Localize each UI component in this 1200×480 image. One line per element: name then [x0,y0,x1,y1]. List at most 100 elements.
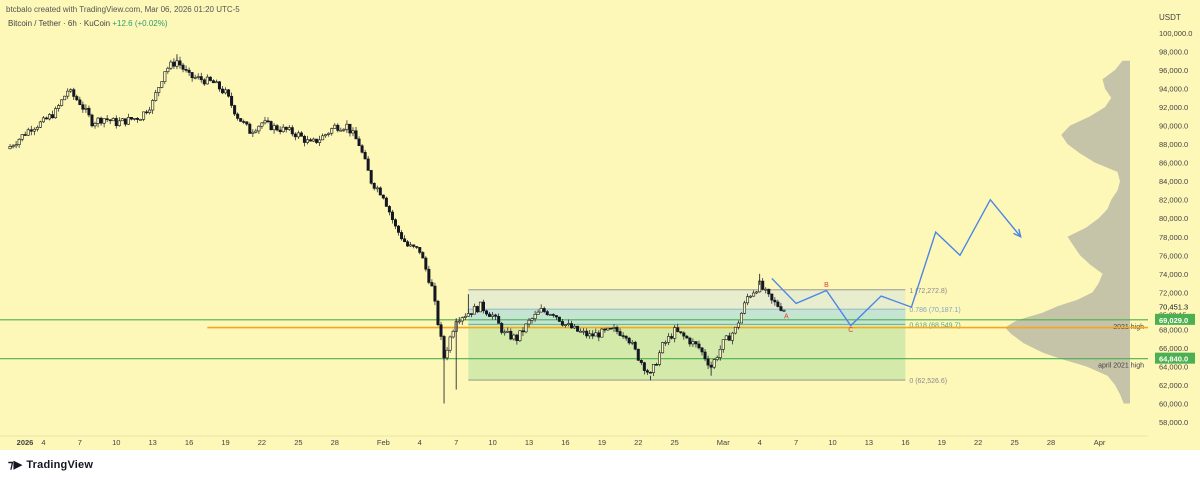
tradingview-logo[interactable]: ⁊▶ TradingView [8,458,93,471]
x-tick-label: 10 [488,438,496,447]
y-tick-label: 78,000.0 [1159,233,1188,242]
candle-body [38,121,42,128]
candle-body [190,72,194,79]
x-tick-label: 7 [78,438,82,447]
candle-body [718,349,722,358]
candle-body [688,337,692,345]
horizontal-line-label: april 2021 high [1098,363,1144,370]
candle-body [406,241,410,247]
candle-body [573,325,577,329]
projection-path[interactable] [771,198,1022,327]
brand-label: TradingView [26,459,94,471]
candle-body [409,244,413,247]
candle-body [743,302,747,314]
candle-body [733,326,737,334]
candle-body [57,105,61,109]
candle-body [366,158,370,171]
volume-profile-shape [1005,60,1130,404]
symbol-legend[interactable]: Bitcoin / Tether · 6h · KuCoin +12.6 (+0… [8,19,168,28]
candle-body [157,87,161,93]
candle-body [500,323,504,333]
candle-body [345,123,349,130]
y-tick-label: 98,000.0 [1159,48,1188,57]
candle-body [29,129,33,132]
price-label-box [1155,313,1195,325]
candle-body [178,60,182,66]
candle-body [418,247,422,253]
candle-body [208,76,212,81]
candle-body [63,95,67,101]
candle-body [597,332,601,338]
candle-body [233,105,237,115]
candle-body [539,308,543,313]
candle-body [491,314,495,317]
candle-body [199,76,203,81]
candle-body [509,330,513,340]
candle-body [151,100,155,111]
candle-body [132,118,136,120]
candle-body [460,317,464,322]
candle-body [548,314,552,316]
candle-body [457,320,461,323]
volume-profile [1005,60,1130,404]
candle-body [160,81,164,88]
candle-body [202,79,206,85]
fib-retracement[interactable]: 1 (72,272.8) 0.786 (70,187.1) 0.618 (68,54… [468,288,961,385]
candle-body [679,331,683,334]
candle-body [32,128,36,132]
y-tick-label: 92,000.0 [1159,103,1188,112]
candle-body [11,145,15,148]
projection-line[interactable] [771,198,1022,327]
candle-body [372,183,376,189]
candle-body [606,327,610,331]
candle-body [184,69,188,71]
candle-body [673,327,677,339]
candle-body [560,321,564,326]
x-tick-label: 22 [974,438,982,447]
price-label-box [1155,352,1195,364]
x-tick-label: 7 [454,438,458,447]
candle-body [433,285,437,302]
x-tick-label: 2026 [17,438,34,447]
y-tick-label: 88,000.0 [1159,140,1188,149]
time-axis[interactable]: 2026 4 7 10 13 16 19 22 25 28 Feb 4 7 10 13 16 19 22 25 Mar… [0,435,1148,447]
candle-body [220,88,224,94]
fib-zone-0618-0 [468,324,906,381]
candle-body [736,322,740,328]
candle-body [181,64,185,70]
candle-body [87,107,91,116]
candle-body [14,144,18,147]
candle-body [521,330,525,333]
candle-body [749,295,753,298]
x-tick-label: 19 [598,438,606,447]
candle-body [776,301,780,307]
x-tick-label: 25 [294,438,302,447]
candle-body [739,312,743,324]
candle-body [782,309,786,312]
candle-body [570,323,574,329]
candle-body [667,336,671,343]
candle-body [594,332,598,337]
candle-body [648,371,652,374]
currency-unit[interactable]: USDT [1159,13,1181,22]
candle-body [518,330,522,342]
candle-body [621,335,625,337]
candle-body [99,117,103,124]
candle-body [187,69,191,73]
candle-body [211,80,215,84]
candle-body [108,119,112,122]
candle-body [700,347,704,353]
candle-body [230,95,234,106]
candle-body [579,330,583,333]
candle-body [384,197,388,207]
candle-body [636,348,640,361]
candle-body [715,357,719,360]
x-tick-label: 28 [1047,438,1055,447]
candle-body [44,117,48,120]
candle-body [8,146,12,150]
candle-body [421,252,425,259]
candle-body [533,314,537,319]
price-axis[interactable]: 58,000.0 60,000.0 62,000.0 64,000.0 66,000.0… [1155,29,1195,427]
price-label: 69,029.0 [1159,316,1188,325]
